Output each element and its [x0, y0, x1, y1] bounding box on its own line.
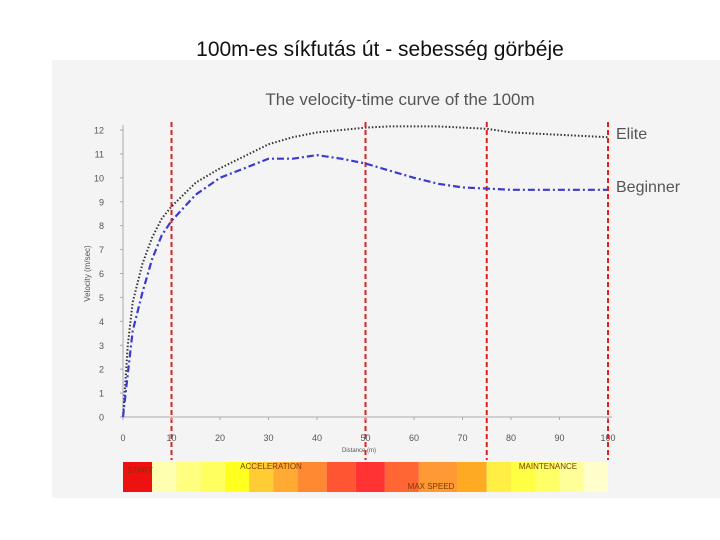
- phase-bar-cell: [249, 462, 274, 492]
- y-tick-label: 10: [94, 173, 104, 183]
- x-tick-label: 10: [166, 433, 176, 443]
- x-tick-label: 100: [600, 433, 615, 443]
- y-tick-label: 6: [99, 269, 104, 279]
- y-tick-label: 12: [94, 126, 104, 136]
- phase-bar-cell: [273, 462, 298, 492]
- x-tick-label: 80: [506, 433, 516, 443]
- legend: Elite Beginner: [616, 126, 681, 196]
- x-tick-label: 0: [120, 433, 125, 443]
- phase-bar-cell: [457, 462, 487, 492]
- phase-bar-cell: [355, 462, 385, 492]
- phase-bar-cell: [123, 462, 153, 492]
- velocity-time-chart: The velocity-time curve of the 100m 0123…: [83, 90, 681, 492]
- phase-label-start: START: [127, 466, 153, 475]
- phase-bar-cell: [511, 462, 536, 492]
- x-tick-label: 60: [409, 433, 419, 443]
- y-tick-label: 7: [99, 245, 104, 255]
- x-tick-label: 20: [215, 433, 225, 443]
- phase-bar-cell: [559, 462, 584, 492]
- phase-bar-cell: [224, 462, 250, 492]
- x-axis-label: Distance (m): [342, 448, 376, 454]
- x-tick-label: 90: [554, 433, 564, 443]
- phase-bar-cell: [152, 462, 177, 492]
- phase-bar-cell: [384, 462, 419, 492]
- phase-label-acceleration: ACCELERATION: [240, 462, 302, 471]
- x-tick-label: 30: [263, 433, 273, 443]
- phase-bar-cell: [326, 462, 356, 492]
- phase-bar-cell: [297, 462, 327, 492]
- x-tick-label: 40: [312, 433, 322, 443]
- series-line-elite: [122, 125, 609, 418]
- y-tick-label: 0: [99, 413, 104, 423]
- y-tick-label: 8: [99, 221, 104, 231]
- legend-label-beginner: Beginner: [616, 179, 681, 196]
- x-tick-label: 50: [360, 433, 370, 443]
- phase-bar-cell: [200, 462, 225, 492]
- series-line-beginner: [121, 153, 608, 418]
- slide-title: 100m-es síkfutás út - sebesség görbéje: [196, 38, 564, 61]
- chart-title: The velocity-time curve of the 100m: [265, 90, 534, 109]
- y-tick-label: 1: [99, 389, 104, 399]
- phase-bar-cell: [583, 462, 608, 492]
- y-tick-label: 5: [99, 293, 104, 303]
- phase-bar-cell: [535, 462, 560, 492]
- phase-bar-cell: [418, 462, 458, 492]
- phase-bar-cell: [486, 462, 511, 492]
- x-tick-label: 70: [457, 433, 467, 443]
- y-tick-label: 4: [99, 317, 104, 327]
- phase-bar: START ACCELERATION MAX SPEED MAINTENANCE: [123, 462, 608, 492]
- legend-label-elite: Elite: [616, 126, 647, 143]
- phase-markers: [170, 122, 609, 460]
- y-tick-label: 9: [99, 197, 104, 207]
- phase-bar-cell: [176, 462, 201, 492]
- y-axis-label: Velocity (m/sec): [83, 245, 92, 302]
- y-tick-label: 2: [99, 365, 104, 375]
- phase-label-maintenance: MAINTENANCE: [519, 462, 577, 471]
- phase-label-max-speed: MAX SPEED: [408, 482, 455, 491]
- y-tick-label: 3: [99, 341, 104, 351]
- series-lines: [121, 125, 609, 418]
- y-tick-label: 11: [95, 149, 104, 159]
